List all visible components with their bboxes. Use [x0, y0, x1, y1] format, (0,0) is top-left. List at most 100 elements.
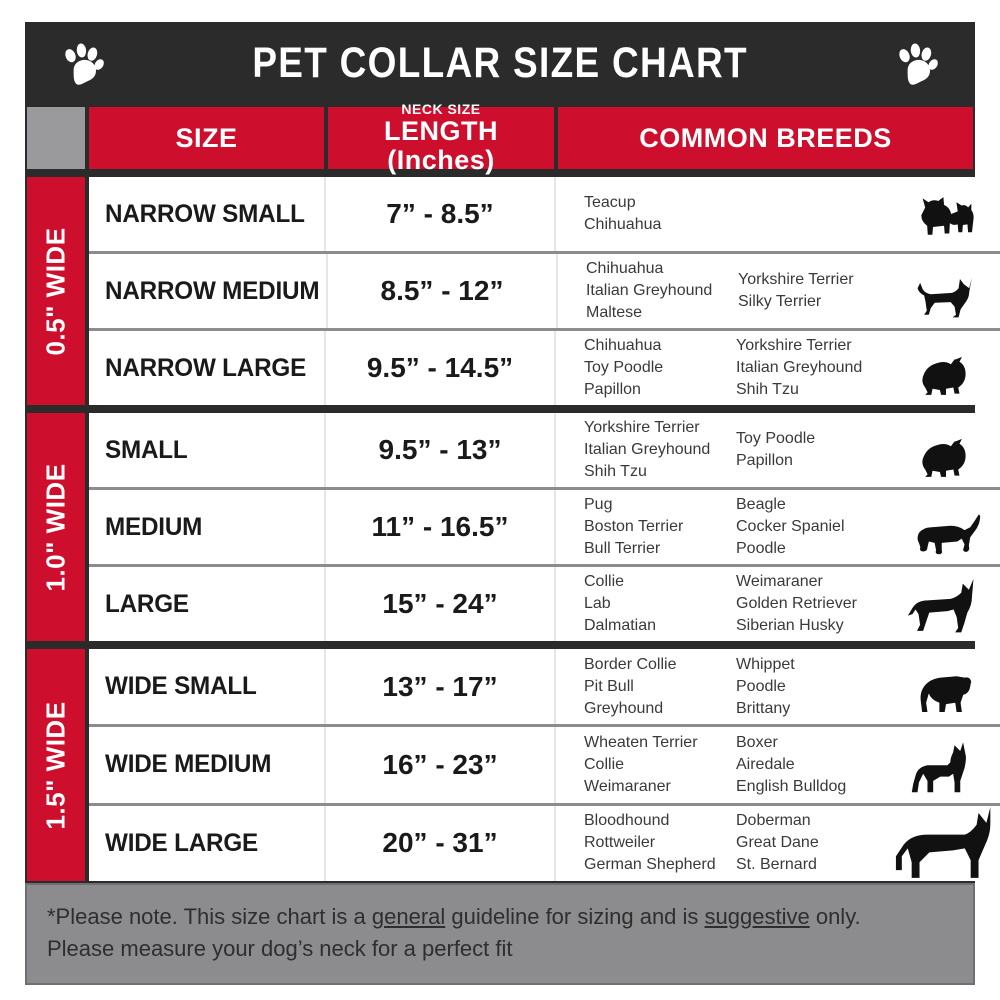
header-separator — [27, 169, 973, 177]
length-value: 20” - 31” — [382, 827, 498, 859]
cell-breeds: Bloodhound Rottweiler German Shepherd Dobe… — [554, 805, 1000, 881]
breed-name: Maltese — [585, 304, 643, 322]
header-label-breeds: COMMON BREEDS — [639, 122, 892, 153]
length-value: 9.5” - 13” — [378, 434, 502, 465]
rail-gap — [85, 649, 89, 881]
group-label-0: 0.5" WIDE — [40, 226, 71, 356]
breed-name: Cocker Spaniel — [736, 517, 845, 535]
row-separator — [89, 328, 1000, 331]
size-label: LARGE — [105, 589, 189, 618]
size-label: NARROW MEDIUM — [105, 276, 320, 305]
size-table: SIZE NECK SIZE LENGTH (Inches) COMMON BR… — [25, 101, 1000, 883]
breed-name: Lab — [584, 594, 611, 612]
breed-list-col2: Beagle Cocker Spaniel Poodle — [736, 494, 886, 560]
cell-length: 8.5” - 12” — [325, 254, 556, 328]
group-label-1: 1.0" WIDE — [40, 462, 71, 592]
cell-length: 9.5” - 13” — [324, 413, 554, 487]
rail-gap — [85, 107, 89, 169]
cell-size: MEDIUM — [89, 490, 324, 564]
footer-note: *Please note. This size chart is a gener… — [25, 883, 975, 985]
breed-name: Pug — [584, 495, 613, 513]
breed-name: Border Collie — [584, 655, 677, 673]
cell-length: 15” - 24” — [324, 567, 554, 641]
header-cell-length: NECK SIZE LENGTH (Inches) — [328, 101, 554, 174]
breed-name: Airedale — [736, 755, 795, 773]
breed-list-col2: Weimaraner Golden Retriever Siberian Husky — [736, 571, 886, 637]
cell-breeds: Teacup Chihuahua — [554, 177, 1000, 251]
group-label-cell-1: 1.0" WIDE — [27, 413, 85, 641]
breed-name: Italian Greyhound — [584, 440, 711, 458]
breed-name: Collie — [584, 572, 625, 590]
breed-name: Chihuahua — [584, 216, 662, 233]
cell-length: 20” - 31” — [324, 805, 554, 881]
breed-list-col1: Collie Lab Dalmatian — [584, 571, 736, 637]
row-separator — [89, 802, 1000, 806]
breed-list-col2: Boxer Airedale English Bulldog — [736, 732, 886, 798]
cell-length: 11” - 16.5” — [324, 490, 554, 564]
breed-name: Rottweiler — [584, 834, 656, 852]
breed-list-col2: Doberman Great Dane St. Bernard — [736, 810, 886, 876]
breed-name: Yorkshire Terrier — [736, 336, 852, 354]
cell-size: LARGE — [89, 567, 324, 641]
paw-print-icon — [891, 38, 943, 90]
cell-size: NARROW SMALL — [89, 177, 324, 251]
breed-name: Poodle — [736, 540, 786, 558]
length-value: 8.5” - 12” — [380, 275, 504, 306]
breed-list-col1: Wheaten Terrier Collie Weimaraner — [584, 732, 736, 798]
breed-name: Bloodhound — [584, 812, 670, 830]
cell-size: NARROW MEDIUM — [89, 254, 326, 328]
paw-print-icon — [57, 38, 109, 90]
row-separator — [89, 251, 1000, 254]
breed-name: Siberian Husky — [736, 617, 844, 635]
breed-name: Weimaraner — [736, 572, 823, 590]
breed-list-col1: Chihuahua Toy Poodle Papillon — [584, 335, 736, 401]
breed-name: Weimaraner — [584, 778, 671, 796]
group-separator — [27, 641, 973, 649]
breed-name: Doberman — [736, 812, 811, 830]
breed-name: Shih Tzu — [584, 463, 647, 481]
chart-banner: PET COLLAR SIZE CHART — [25, 22, 975, 105]
breed-name: Dalmatian — [584, 617, 657, 635]
breed-name: Toy Poodle — [584, 358, 664, 376]
shepherd-silhouette-icon — [886, 571, 1000, 637]
breed-name: Great Dane — [736, 834, 819, 852]
row-separator — [89, 724, 1000, 728]
table-row: SMALL 9.5” - 13” Yorkshire Terrier Italia… — [89, 413, 1000, 487]
breed-name: Whippet — [736, 655, 795, 673]
cell-breeds: Collie Lab Dalmatian Weimaraner Golden Retr… — [554, 567, 1000, 641]
breed-list-col1: Teacup Chihuahua — [584, 188, 736, 240]
doberman-silhouette-icon — [886, 807, 1000, 879]
footer-text-c: only. — [809, 904, 861, 929]
beagle-silhouette-icon — [886, 494, 1000, 560]
breed-name: Boxer — [736, 733, 778, 751]
group-1: 1.0" WIDE SMALL 9.5” - 13” Yorkshire Ter… — [27, 413, 1000, 641]
table-row: WIDE MEDIUM 16” - 23” Wheaten Terrier Col… — [89, 727, 1000, 803]
cell-size: WIDE MEDIUM — [89, 727, 324, 802]
breed-name: Greyhound — [584, 699, 664, 717]
group-separator — [27, 405, 973, 413]
cell-size: WIDE SMALL — [89, 649, 324, 724]
breed-name: Teacup — [584, 193, 636, 211]
breed-list-col1: Pug Boston Terrier Bull Terrier — [584, 494, 736, 560]
breed-list-col2 — [736, 188, 886, 240]
table-row: NARROW SMALL 7” - 8.5” Teacup Chihuahua — [89, 177, 1000, 251]
table-row: NARROW LARGE 9.5” - 14.5” Chihuahua Toy P… — [89, 331, 1000, 405]
table-row: WIDE LARGE 20” - 31” Bloodhound Rottweile… — [89, 805, 1000, 881]
breed-name: Yorkshire Terrier — [737, 270, 854, 288]
size-label: NARROW SMALL — [105, 199, 305, 228]
header-label-length: LENGTH (Inches) — [384, 116, 498, 175]
rail-gap — [85, 177, 89, 405]
cell-breeds: Border Collie Pit Bull Greyhound Whippet Po… — [554, 649, 1000, 725]
size-label: NARROW LARGE — [105, 353, 307, 382]
cell-length: 16” - 23” — [324, 727, 554, 803]
header-cell-breeds: COMMON BREEDS — [558, 107, 973, 169]
breed-name: Papillon — [736, 451, 793, 469]
cell-size: SMALL — [89, 413, 324, 487]
group-2: 1.5" WIDE WIDE SMALL 13” - 17” Border Co… — [27, 649, 1000, 881]
breed-name: English Bulldog — [736, 778, 847, 796]
cell-size: NARROW LARGE — [89, 331, 324, 405]
breed-list-col2: Yorkshire Terrier Italian Greyhound Shih T… — [736, 335, 886, 401]
length-value: 16” - 23” — [382, 748, 498, 780]
table-row: MEDIUM 11” - 16.5” Pug Boston Terrier Bull… — [89, 490, 1000, 564]
table-row: NARROW MEDIUM 8.5” - 12” Chihuahua Italia… — [89, 254, 1000, 328]
